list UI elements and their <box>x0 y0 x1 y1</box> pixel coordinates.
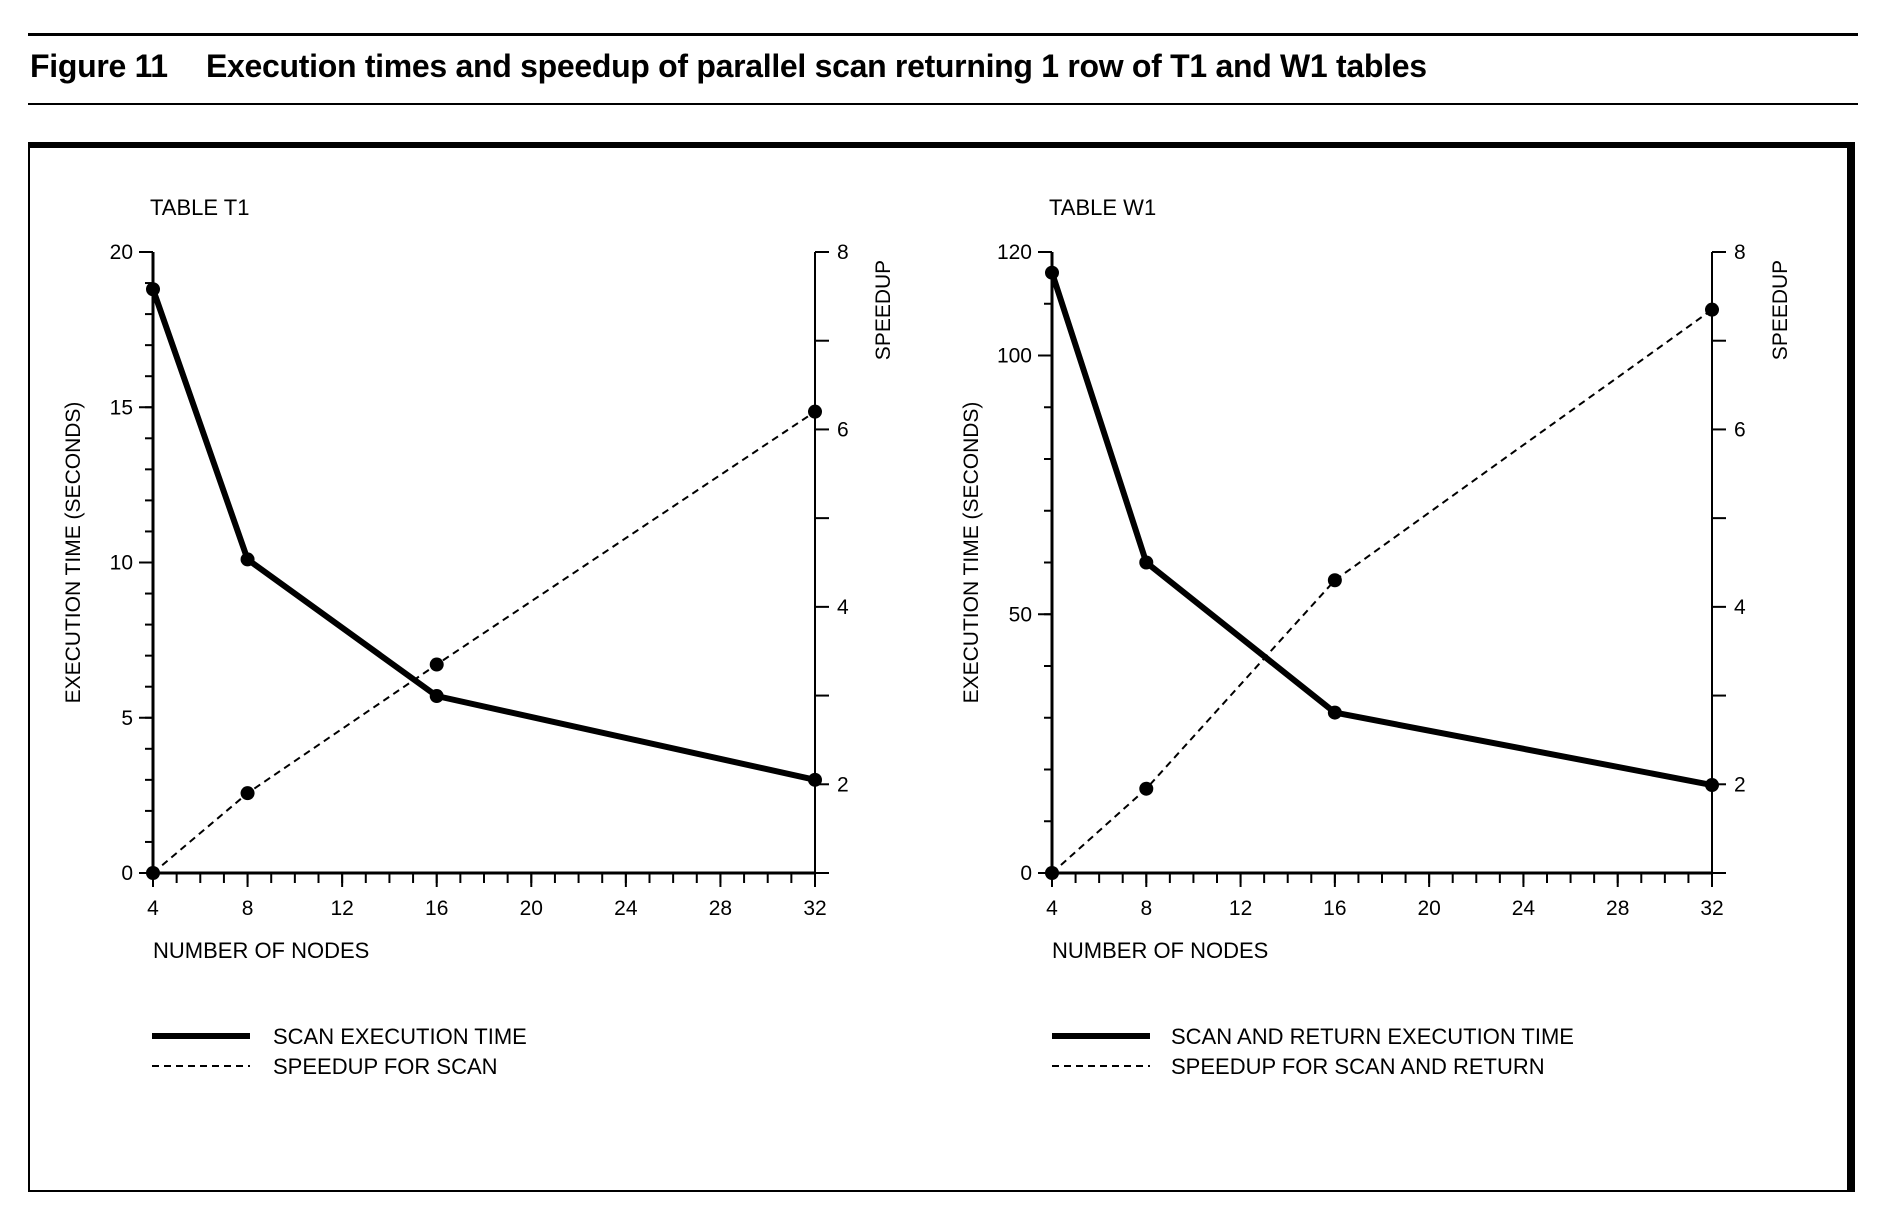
w1-y2-tick-label: 4 <box>1734 596 1746 619</box>
t1-y2-tick-label: 2 <box>837 773 849 796</box>
w1-x-tick-label: 32 <box>1700 897 1723 920</box>
t1-speedup-point <box>146 866 160 880</box>
t1-y-axis-title: EXECUTION TIME (SECONDS) <box>62 402 85 704</box>
w1-execution-time-point <box>1327 705 1342 720</box>
t1-y-tick-label: 10 <box>110 552 133 575</box>
w1-execution-time-point <box>1705 778 1719 793</box>
t1-x-tick-label: 12 <box>330 897 353 920</box>
t1-execution-time-point <box>429 689 444 704</box>
t1-x-tick-label: 32 <box>803 897 826 920</box>
t1-x-tick-label: 28 <box>709 897 732 920</box>
t1-x-tick-label: 4 <box>147 897 159 920</box>
t1-y-tick-label: 15 <box>110 396 133 419</box>
w1-y2-tick-label: 2 <box>1734 773 1746 796</box>
t1-execution-time-point <box>240 552 255 567</box>
w1-legend-label-speedup: SPEEDUP FOR SCAN AND RETURN <box>1171 1054 1545 1079</box>
w1-y-tick-label: 100 <box>997 345 1032 368</box>
t1-legend-label-speedup: SPEEDUP FOR SCAN <box>273 1054 498 1079</box>
w1-y-tick-label: 120 <box>997 241 1032 264</box>
w1-y2-tick-label: 6 <box>1734 418 1746 441</box>
w1-series-speedup-line <box>1051 308 1713 874</box>
t1-legend-label-execution-time: SCAN EXECUTION TIME <box>273 1024 527 1049</box>
t1-speedup-point <box>429 657 444 672</box>
w1-x-tick-label: 12 <box>1229 897 1252 920</box>
t1-y2-tick-label: 4 <box>837 596 849 619</box>
t1-y-tick-label: 0 <box>121 862 133 885</box>
t1-series-execution-time-line <box>150 288 816 783</box>
t1-panel-title: TABLE T1 <box>150 195 249 220</box>
t1-y-tick-label: 5 <box>121 707 133 730</box>
w1-execution-time-point <box>1139 555 1154 570</box>
w1-x-tick-label: 4 <box>1046 897 1058 920</box>
w1-y-tick-label: 0 <box>1020 862 1032 885</box>
w1-y-axis-title: EXECUTION TIME (SECONDS) <box>960 402 983 704</box>
w1-y-tick-label: 50 <box>1009 603 1032 626</box>
w1-y2-axis-title: SPEEDUP <box>1769 260 1792 360</box>
t1-y2-tick-label: 6 <box>837 418 849 441</box>
t1-execution-time-point <box>808 772 822 787</box>
w1-x-tick-label: 16 <box>1323 897 1346 920</box>
w1-series-execution-time-line <box>1049 271 1713 788</box>
t1-speedup-point <box>240 786 255 801</box>
t1-x-tick-label: 20 <box>520 897 543 920</box>
w1-x-tick-label: 8 <box>1140 897 1152 920</box>
w1-x-axis-title: NUMBER OF NODES <box>1052 938 1268 963</box>
w1-speedup-point <box>1139 781 1154 796</box>
t1-y-tick-label: 20 <box>110 241 133 264</box>
w1-speedup-point <box>1705 302 1719 317</box>
t1-x-tick-label: 16 <box>425 897 448 920</box>
figure-title: Execution times and speedup of parallel … <box>206 48 1427 84</box>
w1-legend-label-execution-time: SCAN AND RETURN EXECUTION TIME <box>1171 1024 1574 1049</box>
w1-speedup-point <box>1327 573 1342 588</box>
figure-frame <box>28 142 1855 1192</box>
figure-label: Figure 11 <box>30 48 168 84</box>
t1-series-speedup-line <box>152 410 816 874</box>
w1-x-tick-label: 20 <box>1417 897 1440 920</box>
t1-x-tick-label: 24 <box>614 897 638 920</box>
header-rule-top <box>28 33 1858 36</box>
t1-y2-axis-title: SPEEDUP <box>872 260 895 360</box>
w1-panel-title: TABLE W1 <box>1049 195 1156 220</box>
w1-y2-tick-label: 8 <box>1734 241 1746 264</box>
t1-y2-tick-label: 8 <box>837 241 849 264</box>
t1-x-tick-label: 8 <box>242 897 254 920</box>
w1-x-tick-label: 24 <box>1512 897 1536 920</box>
t1-speedup-point <box>808 404 822 419</box>
header-rule-bottom <box>28 103 1858 105</box>
t1-execution-time-point <box>146 282 160 297</box>
w1-speedup-point <box>1045 866 1059 880</box>
w1-execution-time-point <box>1045 265 1059 280</box>
w1-x-tick-label: 28 <box>1606 897 1629 920</box>
t1-x-axis-title: NUMBER OF NODES <box>153 938 369 963</box>
